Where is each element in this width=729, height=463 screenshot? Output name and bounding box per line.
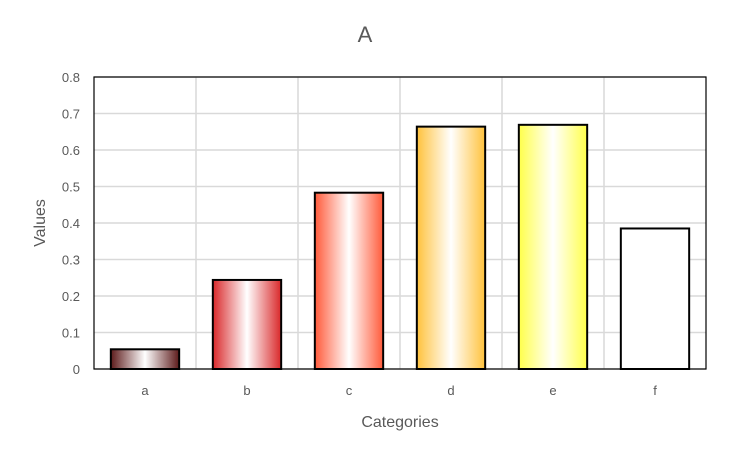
y-tick-label: 0 [73, 362, 80, 377]
y-tick-label: 0.8 [62, 70, 80, 85]
y-tick-label: 0.3 [62, 253, 80, 268]
x-tick-label: a [141, 383, 149, 398]
x-tick-label: f [653, 383, 657, 398]
bar-a [109, 348, 181, 371]
x-axis-ticks: a b c d e f [141, 383, 657, 398]
y-tick-label: 0.6 [62, 143, 80, 158]
bar-d [415, 125, 487, 370]
bars [109, 123, 691, 371]
y-axis-ticks: 0 0.1 0.2 0.3 0.4 0.5 0.6 0.7 0.8 [62, 70, 80, 377]
y-tick-label: 0.2 [62, 289, 80, 304]
y-tick-label: 0.7 [62, 107, 80, 122]
gridlines [94, 76, 706, 370]
y-tick-label: 0.4 [62, 216, 80, 231]
y-axis-label: Values [32, 199, 49, 247]
x-tick-label: c [346, 383, 353, 398]
x-tick-label: b [243, 383, 250, 398]
x-axis-label: Categories [361, 414, 438, 431]
bar-f [619, 227, 691, 370]
bar-e [517, 123, 589, 370]
x-tick-label: e [549, 383, 556, 398]
y-tick-label: 0.1 [62, 326, 80, 341]
bar-c [313, 191, 385, 370]
bar-b [211, 278, 283, 370]
chart-title: A [358, 22, 373, 47]
plot-area-border [93, 76, 707, 370]
x-tick-label: d [447, 383, 454, 398]
y-tick-label: 0.5 [62, 180, 80, 195]
